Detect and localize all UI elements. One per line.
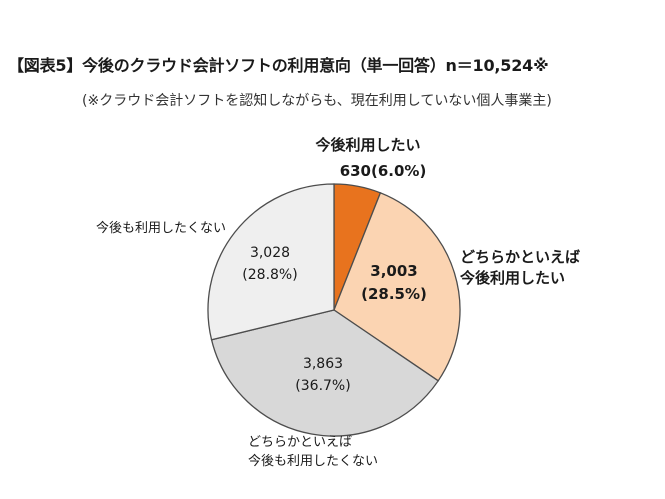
slice-label-3: 今後も利用したくない bbox=[96, 220, 226, 236]
slice-label-2: 今後も利用したくない bbox=[248, 453, 378, 469]
slice-count-2: 3,863 bbox=[303, 356, 343, 372]
pie-slice-3 bbox=[207, 183, 335, 341]
chart-subtitle: (※クラウド会計ソフトを認知しながらも、現在利用していない個人事業主) bbox=[82, 93, 552, 109]
slice-percent-1: (28.5%) bbox=[361, 285, 427, 303]
slice-count-1: 3,003 bbox=[370, 262, 417, 280]
slice-percent-3: (28.8%) bbox=[242, 267, 297, 283]
slice-label-2: どちらかといえば bbox=[248, 435, 352, 450]
slice-percent-2: (36.7%) bbox=[295, 378, 350, 394]
pie-slice-2 bbox=[210, 309, 440, 437]
slice-label-1: 今後利用したい bbox=[459, 269, 565, 287]
slice-value-0: 630(6.0%) bbox=[340, 162, 427, 180]
slice-label-1: どちらかといえば bbox=[460, 248, 580, 266]
slice-count-3: 3,028 bbox=[250, 245, 290, 261]
chart-title: 【図表5】今後のクラウド会計ソフトの利用意向（単一回答）n＝10,524※ bbox=[8, 56, 549, 75]
pie-slice-1 bbox=[333, 192, 461, 382]
slice-label-0: 今後利用したい bbox=[314, 136, 420, 154]
